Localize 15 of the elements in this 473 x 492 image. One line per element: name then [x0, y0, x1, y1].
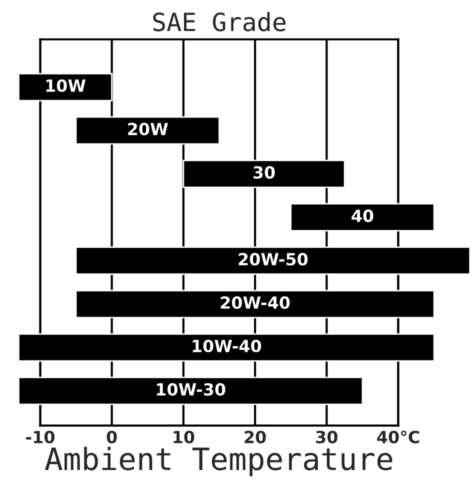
x-tick-label: -10 — [26, 430, 54, 444]
y-tick-label: 20W-50 — [238, 252, 308, 266]
y-tick-label: 20W — [128, 122, 168, 136]
x-axis-title: Ambient Temperature — [45, 446, 392, 476]
x-tick-label: 30 — [316, 430, 338, 444]
x-tick-label: 40°C — [377, 430, 420, 444]
y-tick-label: 20W-40 — [220, 296, 290, 309]
x-tick-label: 0 — [106, 430, 117, 444]
y-tick-label: 10W-30 — [157, 383, 226, 396]
x-tick-label: 20 — [244, 430, 266, 444]
y-tick-label: 10W — [46, 79, 86, 92]
y-tick-label: 40 — [352, 210, 374, 222]
x-tick-label: 10 — [174, 430, 194, 444]
y-tick-label: 10W-40 — [192, 340, 262, 352]
chart-title: SAE Grade — [153, 12, 286, 32]
